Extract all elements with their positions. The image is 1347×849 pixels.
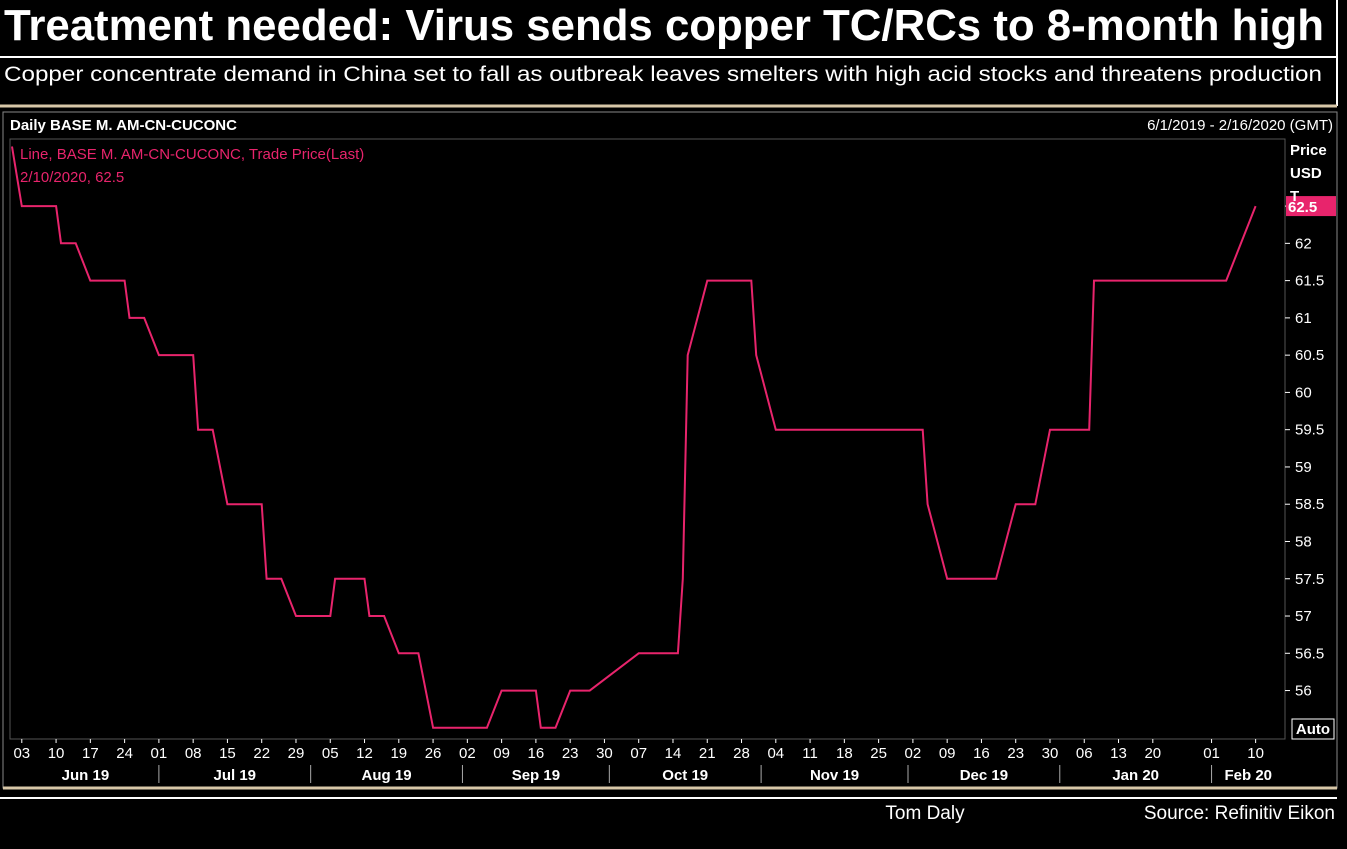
annotation: 2/10/2020, 62.5	[20, 169, 124, 186]
x-tick-label: 08	[185, 745, 202, 762]
x-tick-label: 16	[973, 745, 990, 762]
x-tick-label: 30	[596, 745, 613, 762]
x-tick-label: 10	[1247, 745, 1264, 762]
price-line	[11, 146, 1257, 729]
y-tick-label: 62	[1295, 235, 1312, 252]
x-tick-label: 22	[253, 745, 270, 762]
last-value-badge	[1286, 196, 1336, 217]
month-label: Jul 19	[214, 767, 257, 784]
x-tick-label: 19	[390, 745, 407, 762]
x-tick-label: 14	[665, 745, 682, 762]
auto-button-label[interactable]: Auto	[1296, 721, 1330, 738]
month-label: Oct 19	[662, 767, 708, 784]
panel	[2, 111, 1338, 789]
y-tick-label: 57.5	[1295, 571, 1324, 588]
y-tick-label: 58	[1295, 533, 1312, 550]
x-tick-label: 18	[836, 745, 853, 762]
y-tick-label: 59.5	[1295, 422, 1324, 439]
month-label: Dec 19	[960, 767, 1008, 784]
x-tick-label: 28	[733, 745, 750, 762]
x-tick-label: 30	[1042, 745, 1059, 762]
month-label: Sep 19	[512, 767, 560, 784]
source: Source: Refinitiv Eikon	[1144, 803, 1335, 824]
x-tick-label: 02	[905, 745, 922, 762]
y-axis-label: Price USD T	[1290, 142, 1327, 205]
x-tick-label: 04	[767, 745, 784, 762]
x-tick-label: 11	[802, 745, 818, 762]
subheadline: Copper concentrate demand in China set t…	[4, 63, 1322, 86]
x-tick-label: 12	[356, 745, 373, 762]
x-tick-label: 09	[939, 745, 956, 762]
y-tick-label: 59	[1295, 459, 1312, 476]
x-tick-label: 15	[219, 745, 236, 762]
x-tick-label: 10	[48, 745, 65, 762]
chart-title: Daily BASE M. AM-CN-CUCONC	[10, 117, 237, 134]
y-tick-label: 56	[1295, 683, 1312, 700]
month-label: Nov 19	[810, 767, 859, 784]
month-label: Jun 19	[62, 767, 110, 784]
x-tick-label: 02	[459, 745, 476, 762]
x-tick-label: 07	[630, 745, 647, 762]
date-range: 6/1/2019 - 2/16/2020 (GMT)	[1147, 117, 1333, 134]
month-label: Aug 19	[362, 767, 412, 784]
x-tick-label: 26	[425, 745, 442, 762]
x-tick-label: 25	[870, 745, 887, 762]
y-tick-label: 60	[1295, 384, 1312, 401]
x-tick-label: 01	[151, 745, 168, 762]
x-tick-label: 09	[493, 745, 510, 762]
y-tick-label: 61.5	[1295, 273, 1324, 290]
x-tick-label: 13	[1110, 745, 1127, 762]
x-tick-label: 03	[13, 745, 30, 762]
headline: Treatment needed: Virus sends copper TC/…	[4, 1, 1324, 50]
y-tick-label: 58.5	[1295, 496, 1324, 513]
x-tick-label: 21	[699, 745, 716, 762]
x-tick-label: 29	[288, 745, 305, 762]
y-tick-label: 56.5	[1295, 645, 1324, 662]
x-tick-label: 01	[1203, 745, 1220, 762]
auto-button[interactable]	[1291, 718, 1335, 740]
x-tick-label: 05	[322, 745, 339, 762]
month-label: Feb 20	[1225, 767, 1273, 784]
x-tick-label: 16	[528, 745, 545, 762]
x-tick-label: 23	[1007, 745, 1024, 762]
y-tick-label: 60.5	[1295, 347, 1324, 364]
legend: Line, BASE M. AM-CN-CUCONC, Trade Price(…	[20, 146, 364, 163]
last-value-label: 62.5	[1288, 199, 1317, 216]
x-tick-label: 06	[1076, 745, 1093, 762]
plot-frame	[9, 138, 1286, 740]
x-tick-label: 20	[1144, 745, 1161, 762]
x-tick-label: 17	[82, 745, 99, 762]
y-tick-label: 61	[1295, 310, 1312, 327]
month-label: Jan 20	[1112, 767, 1159, 784]
y-tick-label: 57	[1295, 608, 1312, 625]
x-tick-label: 23	[562, 745, 579, 762]
author: Tom Daly	[885, 803, 965, 824]
x-tick-label: 24	[116, 745, 133, 762]
